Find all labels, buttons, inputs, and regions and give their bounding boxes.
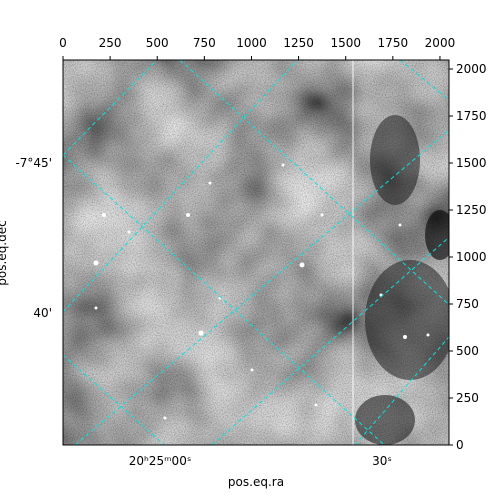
x-tick-label: 250 <box>99 36 122 50</box>
x-tick-label: 1500 <box>330 36 361 50</box>
y-tick-label: 250 <box>456 391 479 405</box>
dec-tick-label: 40' <box>33 306 52 320</box>
ra-tick-label: 30ˢ <box>372 454 392 468</box>
x-tick-label: 750 <box>193 36 216 50</box>
x-axis-label: pos.eq.ra <box>228 475 284 489</box>
plot-frame <box>62 59 450 446</box>
x-tick-label: 1250 <box>283 36 314 50</box>
x-tick-label: 1000 <box>236 36 267 50</box>
y-tick-label: 1000 <box>456 250 487 264</box>
x-tick-label: 2000 <box>425 36 456 50</box>
y-tick-label: 500 <box>456 344 479 358</box>
x-tick-label: 500 <box>146 36 169 50</box>
x-tick-label: 0 <box>59 36 67 50</box>
ra-tick-label: 20ʰ25ᵐ00ˢ <box>129 454 192 468</box>
wcs-grid <box>63 60 449 445</box>
y-tick-label: 1750 <box>456 109 487 123</box>
sky-image <box>63 60 449 445</box>
y-tick-label: 2000 <box>456 62 487 76</box>
y-tick-label: 1250 <box>456 203 487 217</box>
y-axis-label: pos.eq.dec <box>0 220 9 285</box>
y-tick-label: 0 <box>456 438 464 452</box>
dec-tick-label: -7°45' <box>15 156 52 170</box>
y-tick-label: 1500 <box>456 156 487 170</box>
x-tick-label: 1750 <box>378 36 409 50</box>
y-tick-label: 750 <box>456 297 479 311</box>
